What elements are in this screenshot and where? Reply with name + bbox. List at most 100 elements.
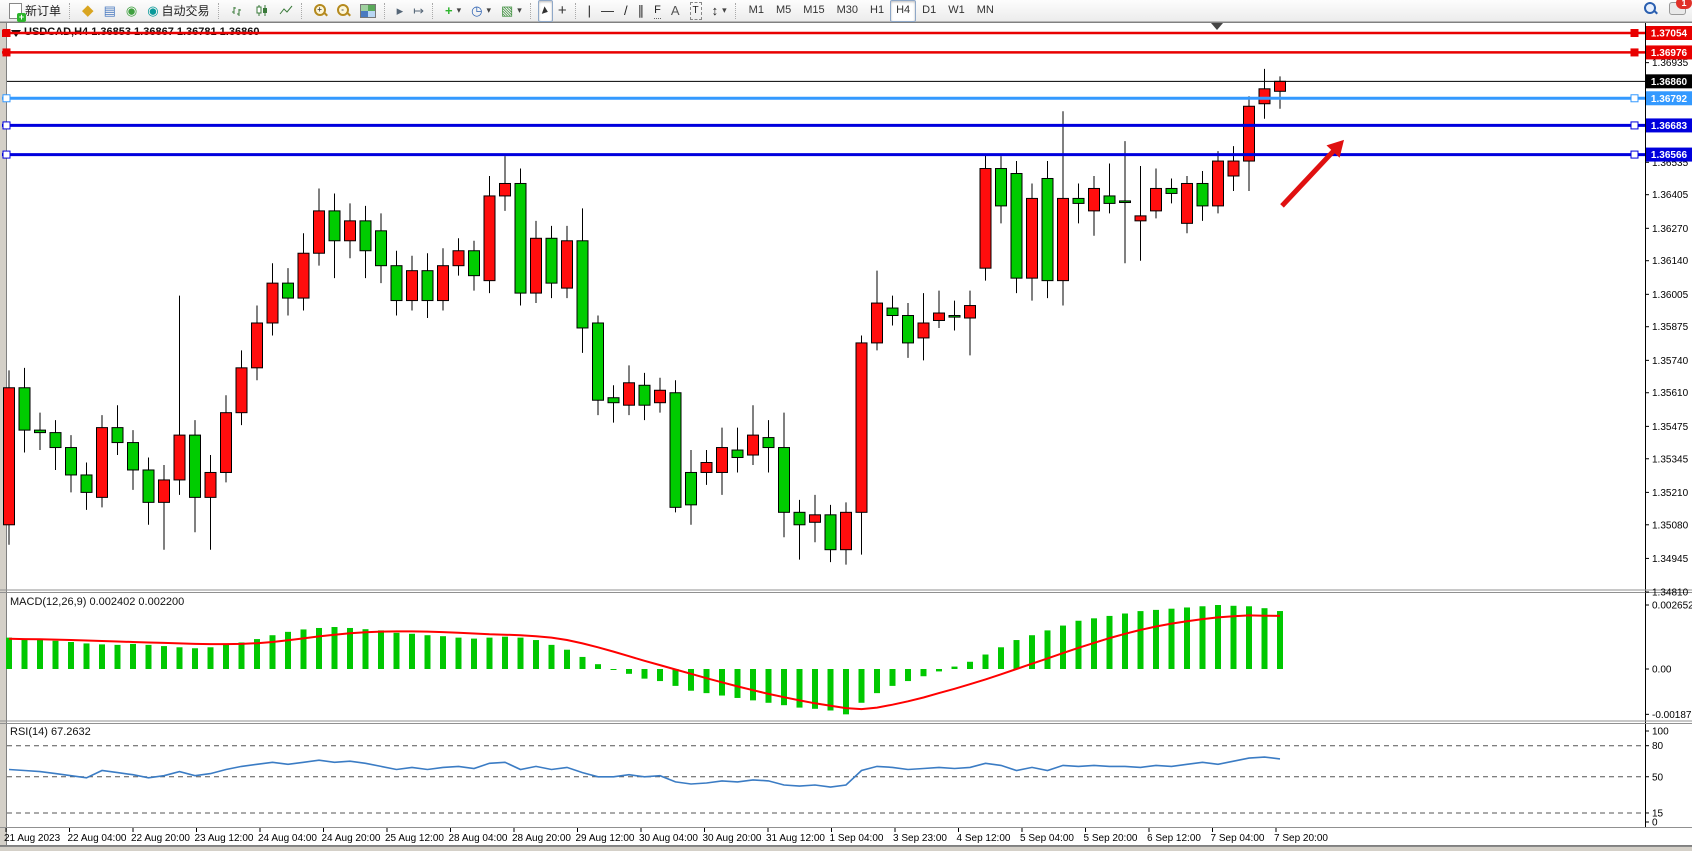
macd-indicator-label: MACD(12,26,9) 0.002402 0.002200 (10, 596, 185, 608)
price-axis[interactable]: 1.369351.368051.366701.365351.364051.362… (1645, 58, 1689, 599)
line-handle-left[interactable] (2, 94, 11, 103)
gem-icon: ◆ (82, 1, 94, 19)
fibonacci-icon: F (654, 2, 661, 19)
periods-button[interactable]: ◷ ▾ (466, 0, 496, 22)
metaeditor-button[interactable]: ▤ (99, 0, 121, 22)
price-tick-label: 1.36935 (1652, 58, 1689, 69)
new-order-button[interactable]: + 新订单 (4, 0, 66, 22)
bar-chart-icon (231, 7, 241, 16)
metaquotes-button[interactable]: ◆ (77, 0, 99, 22)
new-order-label: 新订单 (25, 4, 62, 18)
timeframe-button-M30[interactable]: M30 (836, 3, 859, 16)
line-handle-right[interactable] (1630, 48, 1639, 57)
channel-tool-button[interactable]: ∥ (633, 0, 650, 22)
toolbar-separator (734, 2, 740, 19)
date-axis[interactable]: 21 Aug 2023 22 Aug 04:00 22 Aug 20:00 23 Au… (4, 828, 1328, 844)
line-handle-right[interactable] (1630, 121, 1639, 130)
vertical-line-tool-button[interactable]: | (583, 0, 596, 22)
text-label-tool-button[interactable]: T (685, 0, 707, 22)
arrows-tool-button[interactable]: ↕ ▾ (707, 0, 732, 22)
toolbar-separator (574, 2, 580, 19)
timeframe-button-M5[interactable]: M5 (775, 3, 792, 16)
toolbar-separator (383, 2, 389, 19)
svg-text:1.36566: 1.36566 (1651, 150, 1688, 161)
date-tick-label: 28 Aug 04:00 (449, 833, 508, 844)
chart-shift-button[interactable]: ↦ (408, 0, 429, 22)
horizontal-line-object[interactable]: 1.37054 (2, 26, 1692, 40)
arrow-annotation[interactable] (1280, 139, 1344, 208)
macd-panel: 0.002652 0.00 -0.001879 (6, 601, 1692, 721)
timeframe-button-M15[interactable]: M15 (803, 3, 825, 16)
horizontal-line-tool-button[interactable]: — (596, 0, 619, 22)
price-tick-label: 1.36405 (1652, 190, 1689, 201)
line-handle-right[interactable] (1630, 29, 1639, 37)
zoom-in-button[interactable]: + (309, 0, 332, 22)
rsi-tick-label: 0 (1652, 818, 1658, 829)
horizontal-line-object[interactable]: 1.36792 (2, 91, 1692, 106)
auto-trading-label: 自动交易 (161, 4, 210, 18)
auto-trading-button[interactable]: ◉ 自动交易 (142, 0, 214, 22)
channel-icon: ∥ (637, 2, 645, 18)
line-handle-right[interactable] (1630, 94, 1639, 103)
timeframe-button-H1[interactable]: H1 (870, 3, 885, 16)
timeframe-button-MN[interactable]: MN (976, 3, 994, 16)
signal-button[interactable]: ◉ (121, 0, 142, 22)
bar-chart-mode-button[interactable] (226, 0, 250, 22)
rsi-indicator-label: RSI(14) 67.2632 (10, 726, 91, 738)
toolbar: + 新订单 ◆ ▤ ◉ ◉ 自动交易 + - (0, 0, 1692, 22)
line-handle-right[interactable] (1630, 150, 1639, 159)
trendline-tool-button[interactable]: / (619, 0, 633, 22)
line-handle-left[interactable] (2, 121, 11, 130)
horizontal-line-object[interactable]: 1.36566 (2, 147, 1692, 162)
price-tick-label: 1.35080 (1652, 520, 1689, 531)
price-line-badge (1646, 45, 1692, 60)
price-tick-label: 1.35610 (1652, 388, 1689, 399)
dropdown-caret-icon: ▾ (517, 5, 522, 15)
vertical-line-icon: | (587, 2, 591, 18)
macd-signal-line (8, 614, 1281, 711)
indicators-button[interactable]: + ▾ (440, 0, 466, 22)
date-tick-label: 29 Aug 12:00 (576, 833, 635, 844)
rsi-tick-label: 80 (1652, 741, 1664, 752)
date-tick-label: 21 Aug 2023 (4, 833, 61, 844)
price-tick-label: 1.36535 (1652, 158, 1689, 169)
candle-chart-mode-button[interactable] (250, 0, 274, 22)
horizontal-line-object[interactable]: 1.36976 (2, 45, 1692, 60)
clock-icon: ◷ (471, 2, 483, 18)
horizontal-line-object[interactable]: 1.36683 (2, 118, 1692, 133)
line-handle-left[interactable] (2, 29, 11, 37)
timeframe-button-D1[interactable]: D1 (922, 3, 937, 16)
trendline-icon: / (623, 2, 628, 18)
price-tick-label: 1.35875 (1652, 322, 1689, 333)
line-handle-left[interactable] (2, 48, 11, 57)
editor-icon: ▤ (103, 2, 116, 18)
line-chart-mode-button[interactable] (274, 0, 298, 22)
search-icon[interactable] (1644, 2, 1658, 15)
notifications-icon[interactable]: 1 (1669, 0, 1692, 15)
dropdown-caret-icon: ▾ (486, 5, 491, 15)
chart-shift-marker[interactable] (1211, 23, 1223, 30)
rsi-line (8, 756, 1281, 788)
tile-windows-button[interactable] (355, 0, 381, 22)
svg-text:1.36976: 1.36976 (1651, 48, 1688, 59)
arrows-icon: ↕ (711, 2, 719, 18)
date-tick-label: 30 Aug 04:00 (639, 833, 698, 844)
timeframe-button-W1[interactable]: W1 (948, 3, 965, 16)
templates-button[interactable]: ▧ ▾ (496, 0, 527, 22)
line-handle-left[interactable] (2, 150, 11, 159)
auto-scroll-button[interactable]: ▸ (392, 0, 409, 22)
svg-text:1.37054: 1.37054 (1651, 29, 1688, 40)
cursor-tool-button[interactable] (537, 0, 553, 22)
date-tick-label: 7 Sep 04:00 (1211, 833, 1265, 844)
crosshair-tool-button[interactable]: + (553, 0, 572, 22)
notification-badge: 1 (1676, 0, 1692, 9)
timeframe-button-H4[interactable]: H4 (890, 0, 917, 22)
fibonacci-tool-button[interactable]: F (649, 0, 666, 22)
timeframe-button-M1[interactable]: M1 (748, 3, 764, 16)
rsi-tick-label: 15 (1652, 808, 1664, 819)
date-tick-label: 30 Aug 20:00 (703, 833, 762, 844)
toolbar-separator (300, 2, 306, 19)
zoom-out-button[interactable]: - (332, 0, 355, 22)
text-tool-button[interactable]: A (666, 0, 685, 22)
